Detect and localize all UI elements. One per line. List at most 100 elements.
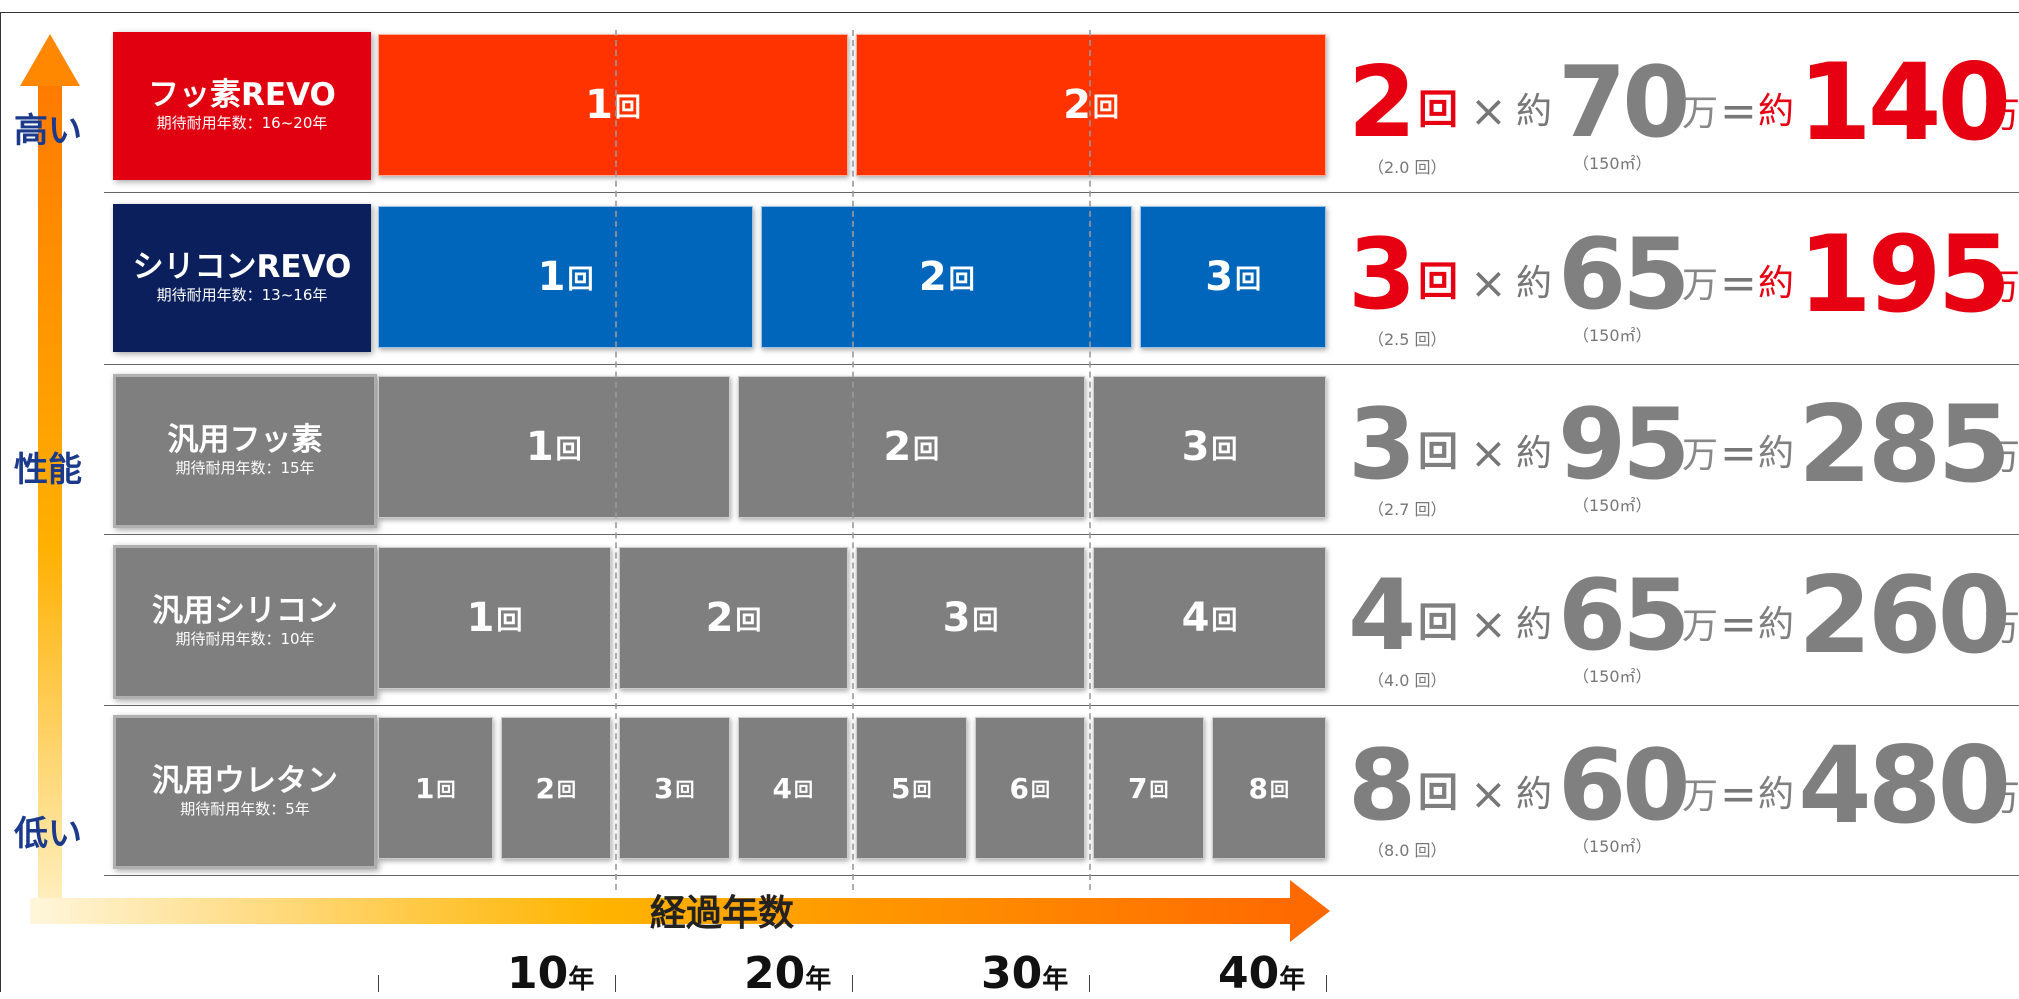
approx-total-label: 約 [1758, 777, 1794, 813]
tick-number: 20 [744, 948, 805, 999]
segment-unit: 回 [496, 600, 522, 637]
segment-unit: 回 [675, 775, 694, 802]
category-box: フッ素REVO 期待耐用年数：16~20年 [113, 32, 371, 180]
approx-label: 約 [1516, 266, 1552, 302]
approx-total-label: 約 [1758, 94, 1794, 130]
approx-label: 約 [1516, 94, 1552, 130]
segment-number: 1 [538, 254, 566, 300]
approx-label: 約 [1516, 436, 1552, 472]
row-separator [104, 705, 2019, 706]
repaint-count: 8 [1348, 737, 1416, 835]
cost-formula: 3 回 × 約 95 万 = 約 285 万（2.7 回） （150㎡） [1348, 374, 2019, 524]
tick-number: 30 [981, 948, 1042, 999]
exact-count-note: （8.0 回） [1368, 843, 1447, 859]
approx-label: 約 [1516, 777, 1552, 813]
row-separator [104, 875, 2019, 876]
repaint-count: 3 [1348, 396, 1416, 494]
segment-number: 8 [1249, 772, 1268, 805]
category-lifespan: 期待耐用年数：10年 [175, 630, 314, 650]
category-lifespan: 期待耐用年数：16~20年 [157, 114, 328, 134]
multiply-sign: × [1470, 90, 1507, 134]
approx-total-label: 約 [1758, 436, 1794, 472]
area-note: （150㎡） [1573, 156, 1652, 172]
tick-unit: 年 [1279, 965, 1305, 995]
tick-mark [852, 975, 853, 992]
segment-unit: 回 [794, 775, 813, 802]
segment-unit: 回 [1031, 775, 1050, 802]
repaint-segment: 2回 [761, 206, 1132, 348]
area-note: （150㎡） [1573, 839, 1652, 855]
total-unit: 万 [1984, 611, 2019, 647]
cost-formula: 4 回 × 約 65 万 = 約 260 万（4.0 回） （150㎡） [1348, 545, 2019, 695]
category-box: 汎用フッ素 期待耐用年数：15年 [113, 374, 377, 528]
unit-price: 65 [1558, 226, 1686, 324]
segment-number: 2 [536, 772, 555, 805]
category-name: シリコンREVO [133, 250, 352, 286]
segment-unit: 回 [1235, 259, 1261, 296]
segment-number: 3 [943, 595, 971, 641]
exact-count-note: （4.0 回） [1368, 673, 1447, 689]
tick-number: 40 [1218, 948, 1279, 999]
equals-sign: = [1720, 90, 1757, 134]
segment-unit: 回 [1211, 429, 1237, 466]
category-lifespan: 期待耐用年数：13~16年 [157, 286, 328, 306]
x-tick-label: 30年 [981, 948, 1068, 999]
segment-unit: 回 [436, 775, 455, 802]
category-box: シリコンREVO 期待耐用年数：13~16年 [113, 204, 371, 352]
segment-unit: 回 [913, 429, 939, 466]
row-separator [104, 534, 2019, 535]
multiply-sign: × [1470, 773, 1507, 817]
segment-number: 2 [1063, 82, 1091, 128]
total-cost: 195 [1798, 222, 2007, 328]
total-unit: 万 [1984, 270, 2019, 306]
price-unit: 万 [1682, 96, 1718, 132]
unit-price: 70 [1558, 54, 1686, 152]
price-unit: 万 [1682, 268, 1718, 304]
segment-unit: 回 [557, 775, 576, 802]
y-axis-high-label: 高い [14, 103, 82, 152]
unit-price: 65 [1558, 567, 1686, 665]
equals-sign: = [1720, 773, 1757, 817]
repaint-segment: 1回 [378, 547, 611, 689]
y-axis-title: 性能 [14, 442, 82, 491]
x-axis-title: 経過年数 [650, 884, 794, 936]
tick-mark [1089, 975, 1090, 992]
count-unit: 回 [1418, 432, 1458, 472]
segment-number: 1 [585, 82, 613, 128]
row-separator [104, 192, 2019, 193]
total-unit: 万 [1984, 98, 2019, 134]
cost-formula: 8 回 × 約 60 万 = 約 480 万（8.0 回） （150㎡） [1348, 715, 2019, 865]
repaint-count: 3 [1348, 226, 1416, 324]
equals-sign: = [1720, 432, 1757, 476]
repaint-segment: 5回 [856, 717, 967, 859]
segment-number: 1 [526, 424, 554, 470]
segment-unit: 回 [972, 600, 998, 637]
category-name: 汎用ウレタン [152, 764, 338, 800]
segment-unit: 回 [615, 87, 641, 124]
equals-sign: = [1720, 262, 1757, 306]
segment-unit: 回 [949, 259, 975, 296]
approx-total-label: 約 [1758, 607, 1794, 643]
segment-number: 3 [1182, 424, 1210, 470]
x-tick-label: 10年 [507, 948, 594, 999]
price-unit: 万 [1682, 609, 1718, 645]
total-unit: 万 [1984, 440, 2019, 476]
frame-top-line [0, 12, 2019, 13]
segment-number: 4 [1182, 595, 1210, 641]
multiply-sign: × [1470, 262, 1507, 306]
count-unit: 回 [1418, 262, 1458, 302]
segment-unit: 回 [1211, 600, 1237, 637]
segment-unit: 回 [1149, 775, 1168, 802]
exact-count-note: （2.5 回） [1368, 332, 1447, 348]
category-name: フッ素REVO [148, 78, 336, 114]
x-tick-label: 20年 [744, 948, 831, 999]
segment-number: 4 [773, 772, 792, 805]
approx-total-label: 約 [1758, 266, 1794, 302]
category-box: 汎用シリコン 期待耐用年数：10年 [113, 545, 377, 699]
